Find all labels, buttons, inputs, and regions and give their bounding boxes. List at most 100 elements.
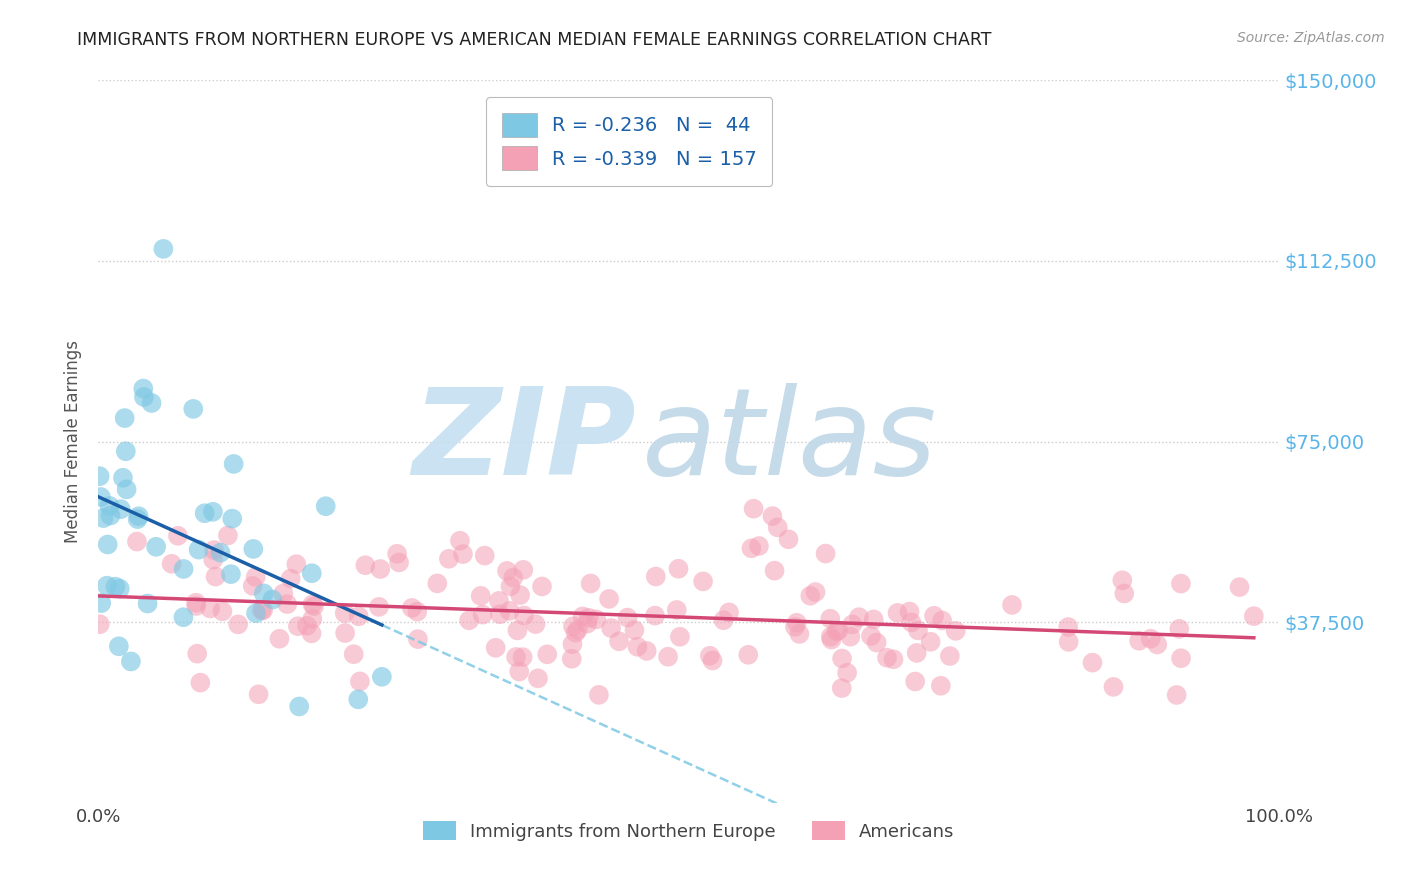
Point <box>585 612 607 626</box>
Point <box>354 558 377 573</box>
Point <box>250 603 273 617</box>
Text: atlas: atlas <box>641 383 936 500</box>
Point <box>567 623 589 637</box>
Point <box>907 624 929 638</box>
Point <box>181 401 204 416</box>
Point <box>578 611 600 625</box>
Point <box>167 529 190 543</box>
Point <box>718 605 741 619</box>
Point <box>825 624 848 639</box>
Point <box>173 562 195 576</box>
Point <box>471 607 494 622</box>
Point <box>98 499 121 513</box>
Point <box>202 543 225 558</box>
Point <box>748 539 770 553</box>
Point <box>742 501 765 516</box>
Point <box>562 619 585 633</box>
Point <box>778 533 800 547</box>
Point <box>766 520 789 534</box>
Point <box>437 551 460 566</box>
Point <box>783 620 806 634</box>
Point <box>502 571 524 585</box>
Point <box>898 605 921 619</box>
Point <box>814 547 837 561</box>
Point <box>115 483 138 497</box>
Point <box>508 665 530 679</box>
Text: IMMIGRANTS FROM NORTHERN EUROPE VS AMERICAN MEDIAN FEMALE EARNINGS CORRELATION C: IMMIGRANTS FROM NORTHERN EUROPE VS AMERI… <box>77 31 991 49</box>
Point <box>186 647 208 661</box>
Point <box>841 617 863 632</box>
Point <box>111 471 134 485</box>
Point <box>194 506 217 520</box>
Point <box>209 546 232 560</box>
Point <box>89 617 111 632</box>
Point <box>524 617 547 632</box>
Point <box>125 534 148 549</box>
Point <box>571 609 593 624</box>
Point <box>1057 620 1080 634</box>
Point <box>221 511 243 525</box>
Point <box>401 601 423 615</box>
Point <box>276 597 298 611</box>
Point <box>388 556 411 570</box>
Point <box>1081 656 1104 670</box>
Point <box>1146 638 1168 652</box>
Point <box>349 674 371 689</box>
Point <box>347 609 370 624</box>
Point <box>245 570 267 584</box>
Point <box>211 604 233 618</box>
Point <box>702 653 724 667</box>
Point <box>273 586 295 600</box>
Point <box>848 610 870 624</box>
Point <box>301 598 323 612</box>
Point <box>561 637 583 651</box>
Point <box>626 640 648 654</box>
Point <box>458 613 481 627</box>
Point <box>579 576 602 591</box>
Point <box>1102 680 1125 694</box>
Point <box>644 569 666 583</box>
Point <box>513 608 536 623</box>
Point <box>202 552 225 566</box>
Point <box>600 621 623 635</box>
Point <box>406 605 429 619</box>
Text: ZIP: ZIP <box>412 383 636 500</box>
Point <box>104 580 127 594</box>
Point <box>668 562 690 576</box>
Point <box>301 626 323 640</box>
Point <box>96 579 118 593</box>
Point <box>217 528 239 542</box>
Point <box>108 640 131 654</box>
Point <box>301 612 323 626</box>
Point <box>132 382 155 396</box>
Point <box>1001 598 1024 612</box>
Point <box>505 649 527 664</box>
Point <box>470 589 492 603</box>
Point <box>172 610 194 624</box>
Point <box>1166 688 1188 702</box>
Point <box>245 606 267 620</box>
Point <box>1243 609 1265 624</box>
Point <box>699 648 721 663</box>
Point <box>253 586 276 600</box>
Point <box>607 634 630 648</box>
Point <box>636 644 658 658</box>
Point <box>905 646 928 660</box>
Point <box>100 508 122 523</box>
Point <box>506 624 529 638</box>
Point <box>512 650 534 665</box>
Point <box>866 635 889 649</box>
Point <box>315 500 337 514</box>
Point <box>692 574 714 589</box>
Point <box>186 599 208 613</box>
Point <box>242 579 264 593</box>
Point <box>93 511 115 525</box>
Point <box>876 650 898 665</box>
Point <box>512 563 534 577</box>
Point <box>406 632 429 646</box>
Point <box>426 576 449 591</box>
Point <box>789 627 811 641</box>
Point <box>740 541 762 556</box>
Point <box>97 537 120 551</box>
Point <box>200 601 222 615</box>
